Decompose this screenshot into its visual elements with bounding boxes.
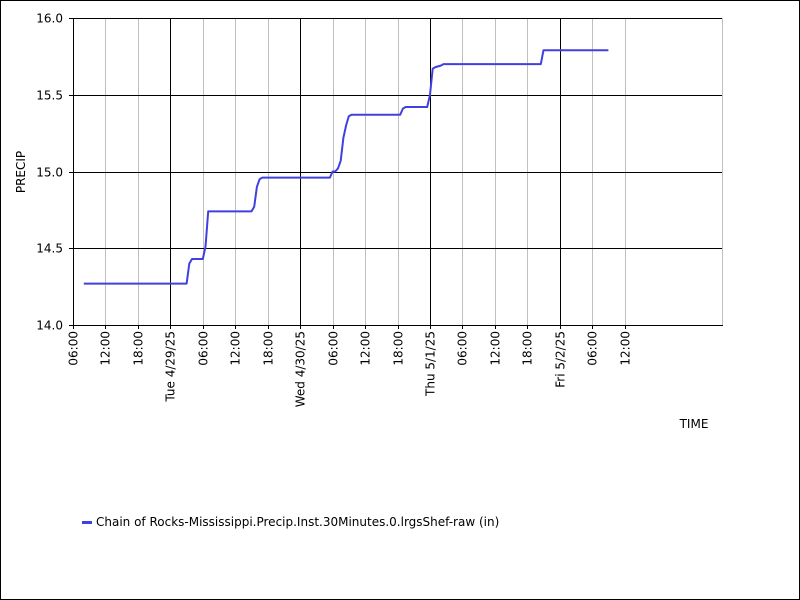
x-tick-labels: 06:00 12:00 18:00 Tue 4/29/25 06:00 12:00 18:0… <box>67 331 633 407</box>
legend-label: Chain of Rocks-Mississippi.Precip.Inst.3… <box>96 515 500 529</box>
series-line <box>83 49 609 285</box>
x-axis-label: TIME <box>679 417 709 431</box>
y-tick-label: 15.5 <box>36 89 63 103</box>
x-tick-label: 18:00 <box>521 331 535 366</box>
y-tick-label: 14.5 <box>36 242 63 256</box>
x-tick-label: 06:00 <box>456 331 470 366</box>
x-tick-label: 12:00 <box>489 331 503 366</box>
x-tick-label: 18:00 <box>132 331 146 366</box>
legend-swatch <box>82 520 92 524</box>
series-lines <box>83 49 609 285</box>
x-tick-label: 18:00 <box>392 331 406 366</box>
x-tick-label: 18:00 <box>262 331 276 366</box>
y-tick-label: 14.0 <box>36 319 63 333</box>
x-tick-label: Thu 5/1/25 <box>424 331 438 397</box>
x-tick-label: 12:00 <box>99 331 113 366</box>
x-tick-label: 12:00 <box>229 331 243 366</box>
x-tick-label: Fri 5/2/25 <box>554 331 568 388</box>
axes <box>69 18 723 329</box>
grid-lines <box>73 18 723 326</box>
x-tick-label: 12:00 <box>359 331 373 366</box>
x-tick-label: Tue 4/29/25 <box>164 331 178 403</box>
y-tick-label: 15.0 <box>36 166 63 180</box>
x-tick-label: 06:00 <box>197 331 211 366</box>
x-tick-label: 06:00 <box>67 331 81 366</box>
legend: Chain of Rocks-Mississippi.Precip.Inst.3… <box>82 514 499 530</box>
y-axis-label: PRECIP <box>14 151 28 193</box>
y-tick-labels: 14.0 14.5 15.0 15.5 16.0 <box>36 12 63 333</box>
x-tick-label: Wed 4/30/25 <box>294 331 308 407</box>
x-tick-label: 06:00 <box>586 331 600 366</box>
x-tick-label: 12:00 <box>619 331 633 366</box>
y-tick-label: 16.0 <box>36 12 63 26</box>
x-tick-label: 06:00 <box>327 331 341 366</box>
